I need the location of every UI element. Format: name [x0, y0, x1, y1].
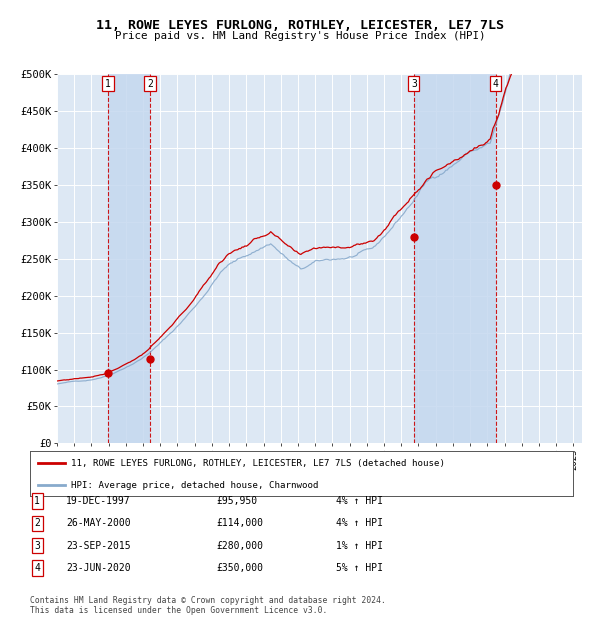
Text: 3: 3 — [34, 541, 40, 551]
Text: 26-MAY-2000: 26-MAY-2000 — [66, 518, 131, 528]
Text: 5% ↑ HPI: 5% ↑ HPI — [336, 563, 383, 573]
Text: £280,000: £280,000 — [216, 541, 263, 551]
Text: HPI: Average price, detached house, Charnwood: HPI: Average price, detached house, Char… — [71, 480, 318, 490]
Text: £350,000: £350,000 — [216, 563, 263, 573]
Text: 23-SEP-2015: 23-SEP-2015 — [66, 541, 131, 551]
Text: 4% ↑ HPI: 4% ↑ HPI — [336, 496, 383, 506]
Text: 2: 2 — [34, 518, 40, 528]
Bar — [108, 74, 150, 443]
Text: 2: 2 — [147, 79, 153, 89]
Text: 4% ↑ HPI: 4% ↑ HPI — [336, 518, 383, 528]
Text: 19-DEC-1997: 19-DEC-1997 — [66, 496, 131, 506]
Text: 11, ROWE LEYES FURLONG, ROTHLEY, LEICESTER, LE7 7LS (detached house): 11, ROWE LEYES FURLONG, ROTHLEY, LEICEST… — [71, 459, 445, 468]
Text: 1: 1 — [34, 496, 40, 506]
Text: £95,950: £95,950 — [216, 496, 257, 506]
Text: 1: 1 — [105, 79, 111, 89]
Text: Price paid vs. HM Land Registry's House Price Index (HPI): Price paid vs. HM Land Registry's House … — [115, 31, 485, 41]
Text: 4: 4 — [493, 79, 499, 89]
Text: £114,000: £114,000 — [216, 518, 263, 528]
Text: 4: 4 — [34, 563, 40, 573]
Text: 23-JUN-2020: 23-JUN-2020 — [66, 563, 131, 573]
Text: Contains HM Land Registry data © Crown copyright and database right 2024.
This d: Contains HM Land Registry data © Crown c… — [30, 596, 386, 615]
Text: 1% ↑ HPI: 1% ↑ HPI — [336, 541, 383, 551]
Text: 3: 3 — [411, 79, 417, 89]
Text: 11, ROWE LEYES FURLONG, ROTHLEY, LEICESTER, LE7 7LS: 11, ROWE LEYES FURLONG, ROTHLEY, LEICEST… — [96, 19, 504, 32]
Bar — [414, 74, 496, 443]
